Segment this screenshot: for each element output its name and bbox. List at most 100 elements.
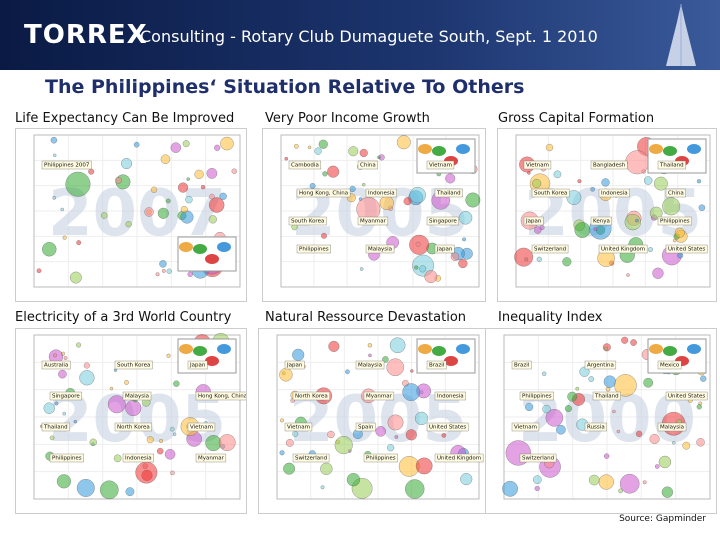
bubble [73, 419, 77, 424]
bubble [379, 195, 394, 210]
bubble [180, 210, 194, 224]
bubble [590, 187, 595, 192]
country-label: Australia [41, 360, 71, 370]
bubble [672, 441, 676, 445]
country-label: Japan [434, 244, 455, 254]
country-label-box [41, 160, 92, 170]
panel-caption: Natural Ressource Devastation [265, 310, 467, 325]
bubble [362, 183, 366, 187]
bubble [545, 409, 564, 427]
bubble [63, 356, 68, 360]
country-label: United States [426, 422, 469, 432]
bubble [612, 409, 616, 414]
country-label-box [122, 453, 154, 463]
country-label-text: Bangladesh [593, 163, 626, 169]
bubble [389, 337, 406, 354]
bubble [441, 433, 447, 438]
country-label-box [288, 160, 322, 170]
country-label: Japan [187, 360, 208, 370]
bubble [135, 461, 158, 484]
bubble [164, 449, 176, 460]
country-label: Malaysia [657, 422, 687, 432]
bubble [49, 435, 55, 441]
country-label-text: United States [429, 425, 466, 431]
country-label: Philippines [363, 453, 398, 463]
country-label-text: South Korea [117, 363, 150, 369]
bubble [415, 241, 421, 247]
country-label-box [657, 216, 692, 226]
chart-thumbnail: 2005 Australia South Korea Japan Singapore Ma… [15, 328, 247, 514]
bubble [322, 171, 328, 177]
country-label-text: Philippines [52, 456, 82, 462]
map-region [205, 254, 219, 264]
bubble [53, 153, 57, 158]
bubble [682, 441, 691, 450]
country-label-text: South Korea [534, 191, 567, 197]
map-region [687, 144, 701, 154]
country-label-box [590, 216, 613, 226]
bubble [280, 418, 284, 423]
map-region [687, 344, 701, 354]
bubble [661, 486, 673, 498]
country-label-box [523, 160, 552, 170]
bubble [160, 154, 171, 164]
bubble [601, 178, 610, 187]
bubble [182, 140, 190, 148]
country-label: South Korea [114, 360, 153, 370]
bubble [76, 342, 82, 348]
country-label: Vietnam [511, 422, 540, 432]
map-region [418, 144, 432, 154]
country-label-text: Spain [358, 425, 374, 431]
country-label: Japan [284, 360, 305, 370]
bubble [616, 429, 620, 434]
bubble [603, 375, 616, 388]
bubble [60, 207, 64, 212]
country-label-box [519, 391, 554, 401]
country-label: Hong Kong, China [296, 188, 351, 198]
bubble [674, 227, 685, 238]
country-label-text: Cambodia [291, 163, 319, 169]
bubble [76, 479, 95, 497]
bubble [619, 473, 640, 494]
country-label-box [355, 422, 376, 432]
country-label-text: Thailand [436, 191, 461, 197]
chart-thumbnail: 2007 Philippines 2007 [15, 128, 247, 302]
bubble [465, 192, 481, 208]
country-label-text: United States [668, 394, 705, 400]
bubble [292, 348, 305, 361]
country-label: Singapore [49, 391, 82, 401]
bubble [307, 145, 312, 150]
bubble [359, 267, 364, 271]
bubble [368, 353, 372, 358]
bubble [107, 395, 126, 414]
bubble [231, 168, 237, 174]
country-label-box [584, 360, 617, 370]
country-label-box [365, 244, 395, 254]
bubble [394, 435, 399, 439]
country-label-text: Philippines [522, 394, 552, 400]
country-label: Vietnam [426, 160, 455, 170]
bubble [625, 150, 650, 175]
country-label-text: Hong Kong, China [198, 394, 246, 400]
bubble [566, 190, 582, 205]
bubble [79, 370, 95, 386]
country-label: Philippines [296, 244, 331, 254]
bubble [208, 197, 225, 213]
bubble [424, 270, 438, 283]
bubble [348, 146, 359, 157]
bubble [334, 436, 353, 455]
country-label-text: Switzerland [522, 456, 554, 462]
country-label-text: United Kingdom [601, 247, 645, 253]
bubble [618, 488, 623, 494]
country-label-box [49, 391, 82, 401]
country-label: Thailand [434, 188, 463, 198]
map-region [663, 146, 677, 156]
bubble [462, 237, 466, 242]
country-label-text: Japan [286, 363, 303, 369]
bubble [367, 343, 372, 348]
bubble [166, 268, 172, 274]
bubble [575, 386, 580, 391]
bubble [635, 218, 639, 223]
bubble [124, 380, 129, 385]
bubble [161, 269, 166, 273]
